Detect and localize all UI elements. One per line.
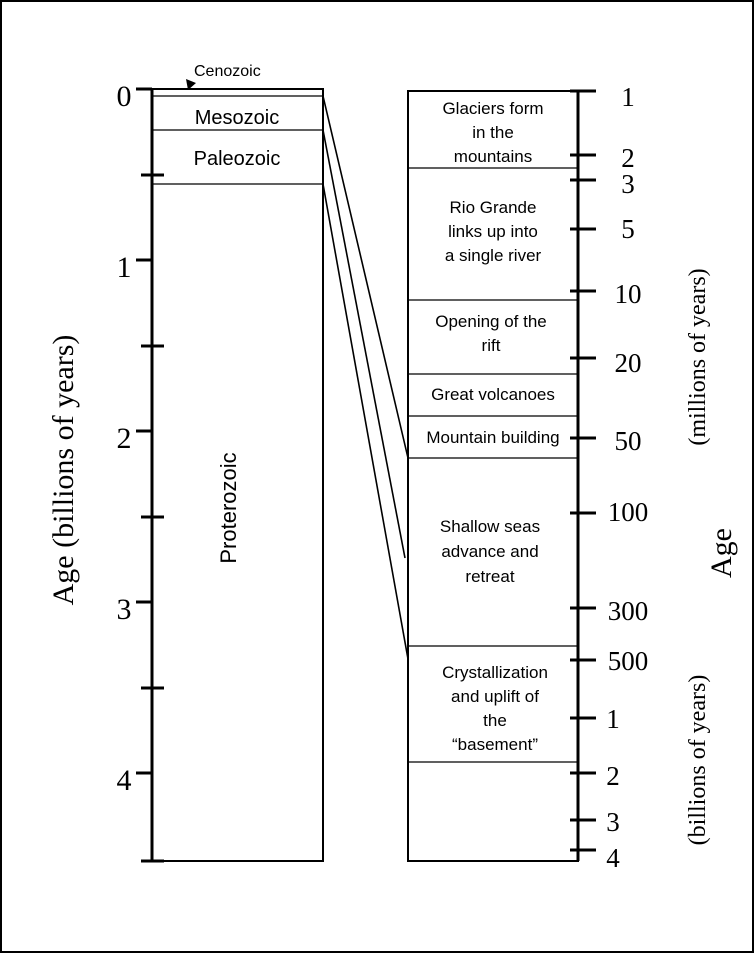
event-rio-grande: Rio Grande links up into a single river — [445, 198, 542, 265]
event-crystallization: Crystallization and uplift of the “basem… — [442, 663, 548, 754]
right-tick-label: 1 — [621, 82, 635, 112]
event-text-line: “basement” — [452, 735, 538, 754]
event-text-line: mountains — [454, 147, 532, 166]
cenozoic-arrow-icon — [186, 79, 196, 90]
right-tick-label: 50 — [615, 426, 642, 456]
event-text-line: advance and — [441, 542, 538, 561]
event-text-line: Mountain building — [426, 428, 559, 447]
event-text-line: and uplift of — [451, 687, 539, 706]
right-tick-label: 500 — [608, 646, 649, 676]
event-text-line: a single river — [445, 246, 542, 265]
era-label-mesozoic: Mesozoic — [195, 107, 279, 129]
event-text-line: Shallow seas — [440, 517, 540, 536]
event-text-line: the — [483, 711, 507, 730]
right-tick-label: 20 — [615, 348, 642, 378]
right-column-box — [407, 90, 579, 862]
event-rift: Opening of the rift — [435, 312, 547, 355]
left-tick-label: 4 — [117, 764, 132, 797]
event-glaciers: Glaciers form in the mountains — [442, 99, 543, 166]
right-tick-label: 4 — [606, 843, 620, 873]
left-tick-label: 1 — [117, 251, 132, 284]
left-axis-label: Age (billions of years) — [47, 335, 80, 606]
right-tick-label: 3 — [621, 169, 635, 199]
right-tick-label: 1 — [606, 704, 620, 734]
left-tick-label: 3 — [117, 593, 132, 626]
event-text-line: links up into — [448, 222, 538, 241]
connector-line — [322, 183, 409, 660]
event-mountain-building: Mountain building — [426, 428, 559, 447]
right-lower-unit-label: (billions of years) — [685, 675, 711, 846]
event-volcanoes: Great volcanoes — [431, 385, 555, 404]
era-label-paleozoic: Paleozoic — [194, 148, 281, 170]
event-text-line: Great volcanoes — [431, 385, 555, 404]
event-text-line: Crystallization — [442, 663, 548, 682]
event-text-line: rift — [482, 336, 501, 355]
connector-line — [322, 95, 409, 459]
right-upper-unit-label: (millions of years) — [685, 268, 711, 445]
connector-line — [322, 129, 406, 559]
right-tick-label: 2 — [606, 761, 620, 791]
right-axis-label: Age — [705, 528, 738, 578]
right-tick-label: 10 — [615, 279, 642, 309]
event-text-line: Glaciers form — [442, 99, 543, 118]
right-tick-label: 3 — [606, 807, 620, 837]
right-tick-label: 100 — [608, 497, 649, 527]
right-tick-label: 2 — [621, 143, 635, 173]
right-tick-label: 300 — [608, 596, 649, 626]
left-column-box — [151, 88, 324, 862]
era-label-cenozoic: Cenozoic — [194, 63, 261, 80]
left-tick-label: 0 — [117, 80, 132, 113]
era-label-proterozoic: Proterozoic — [216, 452, 241, 563]
left-tick-label: 2 — [117, 422, 132, 455]
right-tick-label: 5 — [621, 214, 635, 244]
event-text-line: retreat — [465, 567, 514, 586]
event-shallow-seas: Shallow seas advance and retreat — [440, 517, 540, 586]
event-text-line: Rio Grande — [450, 198, 537, 217]
event-text-line: in the — [472, 123, 514, 142]
event-text-line: Opening of the — [435, 312, 547, 331]
